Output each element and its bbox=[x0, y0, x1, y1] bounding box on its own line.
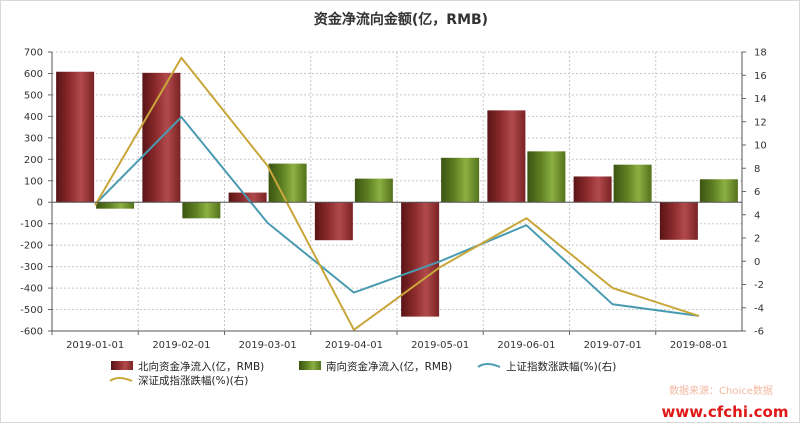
y-tick-label-left: 500 bbox=[24, 90, 43, 101]
bar-southbound bbox=[699, 179, 738, 203]
bar-southbound bbox=[182, 202, 221, 219]
y-tick-label-right: 8 bbox=[754, 164, 760, 175]
watermark-text: www.cfchi.com bbox=[662, 403, 789, 421]
legend-label: 南向资金净流入(亿，RMB) bbox=[326, 360, 452, 373]
line-shenzhen-index bbox=[94, 56, 700, 331]
bar-southbound bbox=[268, 163, 307, 203]
y-tick-label-right: 18 bbox=[754, 48, 767, 59]
y-tick-label-left: 600 bbox=[24, 69, 43, 80]
legend-item-northbound: 北向资金净流入(亿，RMB) bbox=[111, 360, 264, 373]
y-tick-label-left: -200 bbox=[20, 241, 43, 252]
y-tick-label-right: 0 bbox=[754, 257, 760, 268]
bar-southbound bbox=[441, 157, 480, 203]
y-tick-label-left: 100 bbox=[24, 176, 43, 187]
bar-northbound bbox=[487, 110, 526, 203]
y-tick-label-right: 2 bbox=[754, 234, 760, 245]
line-layer bbox=[94, 56, 700, 331]
y-tick-label-left: -600 bbox=[20, 327, 43, 338]
x-tick-label: 2019-01-01 bbox=[66, 340, 124, 351]
y-tick-label-left: -300 bbox=[20, 262, 43, 273]
axes: -600-500-400-300-200-1000100200300400500… bbox=[20, 48, 766, 352]
y-tick-label-right: 16 bbox=[754, 71, 767, 82]
legend-item-shanghai: 上证指数涨跌幅(%)(右) bbox=[477, 360, 616, 373]
legend-swatch bbox=[109, 377, 133, 382]
y-tick-label-right: 12 bbox=[754, 117, 767, 128]
y-tick-label-right: -6 bbox=[754, 327, 764, 338]
legend-item-shenzhen: 深证成指涨跌幅(%)(右) bbox=[109, 374, 248, 387]
line-shanghai-index bbox=[94, 116, 700, 317]
y-tick-label-right: -4 bbox=[754, 303, 764, 314]
x-tick-label: 2019-02-01 bbox=[152, 340, 210, 351]
legend-swatch bbox=[299, 361, 321, 370]
legend-label: 北向资金净流入(亿，RMB) bbox=[138, 360, 264, 373]
x-tick-label: 2019-04-01 bbox=[325, 340, 383, 351]
x-tick-label: 2019-03-01 bbox=[239, 340, 297, 351]
y-tick-label-right: 4 bbox=[754, 210, 760, 221]
source-label: 数据来源：Choice数据 bbox=[669, 384, 773, 397]
y-tick-label-right: 14 bbox=[754, 94, 767, 105]
y-tick-label-right: 10 bbox=[754, 141, 767, 152]
x-tick-label: 2019-05-01 bbox=[411, 340, 469, 351]
y-tick-label-left: -400 bbox=[20, 284, 43, 295]
legend-label: 深证成指涨跌幅(%)(右) bbox=[138, 374, 248, 387]
legend-label: 上证指数涨跌幅(%)(右) bbox=[506, 360, 616, 373]
y-tick-label-left: 200 bbox=[24, 155, 43, 166]
legend-swatch bbox=[477, 363, 501, 368]
bar-layer bbox=[56, 71, 738, 317]
bar-northbound bbox=[314, 202, 353, 241]
y-tick-label-right: -2 bbox=[754, 280, 764, 291]
x-tick-label: 2019-06-01 bbox=[497, 340, 555, 351]
y-tick-label-left: -500 bbox=[20, 305, 43, 316]
legend: 北向资金净流入(亿，RMB) 南向资金净流入(亿，RMB) 上证指数涨跌幅(%)(右… bbox=[109, 360, 616, 387]
y-tick-label-left: 300 bbox=[24, 133, 43, 144]
y-tick-label-right: 6 bbox=[754, 187, 760, 198]
bar-southbound bbox=[527, 151, 566, 203]
y-tick-label-left: 0 bbox=[37, 198, 43, 209]
bar-southbound bbox=[96, 202, 135, 209]
bar-southbound bbox=[354, 178, 393, 203]
bar-southbound bbox=[613, 164, 652, 203]
x-tick-label: 2019-07-01 bbox=[584, 340, 642, 351]
y-tick-label-left: -100 bbox=[20, 219, 43, 230]
bar-northbound bbox=[659, 202, 698, 240]
y-tick-label-left: 700 bbox=[24, 48, 43, 59]
bar-northbound bbox=[401, 202, 440, 317]
x-tick-label: 2019-08-01 bbox=[670, 340, 728, 351]
legend-swatch bbox=[111, 361, 133, 370]
y-tick-label-left: 400 bbox=[24, 112, 43, 123]
legend-item-southbound: 南向资金净流入(亿，RMB) bbox=[299, 360, 452, 373]
bar-northbound bbox=[573, 176, 612, 203]
chart-title: 资金净流向金额(亿，RMB) bbox=[314, 11, 488, 28]
bar-northbound bbox=[56, 71, 95, 203]
